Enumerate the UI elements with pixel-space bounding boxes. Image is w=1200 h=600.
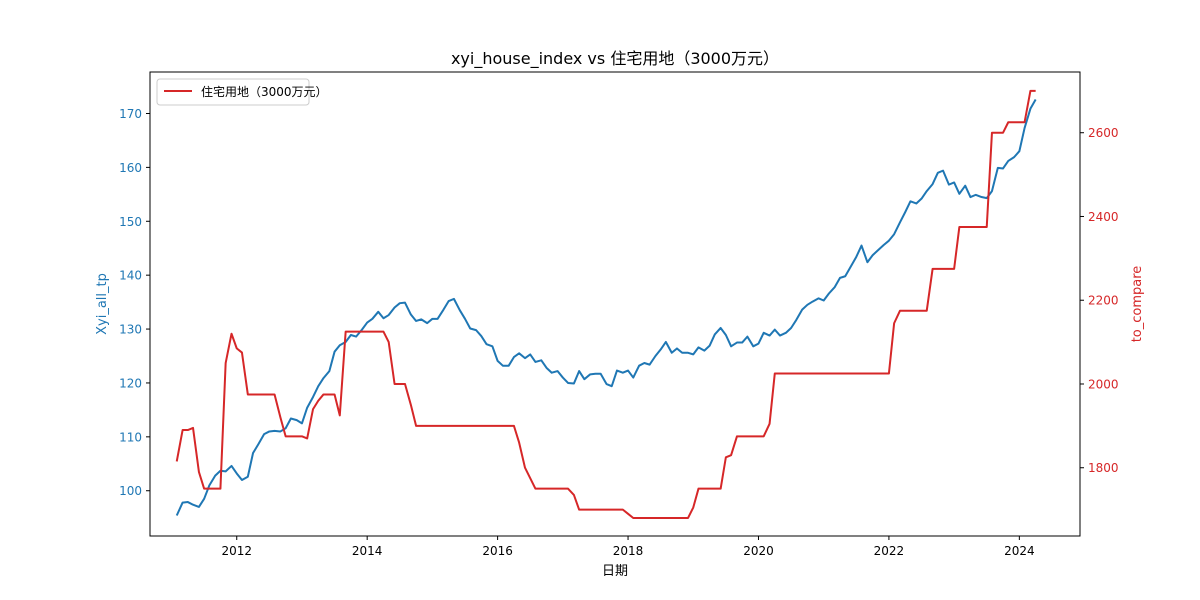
x-tick-label: 2014 [352,544,383,558]
y-axis-right-label: to_compare [1130,266,1145,343]
y-right-tick-label: 1800 [1088,461,1119,475]
plot-frame [149,71,1081,537]
x-tick-label: 2020 [743,544,774,558]
y-left-tick-label: 140 [119,269,142,283]
y-axis-left-label: Xyi_all_tp [95,273,110,335]
y-left-tick-label: 160 [119,161,142,175]
x-tick-label: 2016 [482,544,513,558]
x-tick-label: 2024 [1004,544,1035,558]
y-axis-left: 100 110 120 130 140 150 160 170 [119,107,150,498]
y-left-tick-label: 170 [119,107,142,121]
y-left-tick-label: 130 [119,323,142,337]
series-layer [175,89,1037,519]
y-right-tick-label: 2400 [1088,210,1119,224]
y-right-tick-label: 2000 [1088,377,1119,391]
y-left-tick-label: 110 [119,430,142,444]
legend: 住宅用地（3000万元） [156,78,328,106]
y-left-tick-label: 100 [119,484,142,498]
x-tick-label: 2012 [221,544,252,558]
series-line-house-index [175,98,1037,516]
legend-label-land: 住宅用地（3000万元） [201,84,328,99]
y-left-tick-label: 150 [119,215,142,229]
x-axis-label: 日期 [602,564,628,579]
series-line-land [175,89,1036,519]
y-left-tick-label: 120 [119,376,142,390]
y-right-tick-label: 2200 [1088,294,1119,308]
plot-area [149,71,1081,537]
y-axis-right: 1800 2000 2200 2400 2600 [1080,126,1119,475]
x-axis: 2012 2014 2016 2018 2020 2022 2024 [221,536,1035,558]
legend-frame [156,78,310,106]
x-tick-label: 2018 [613,544,644,558]
chart-title: xyi_house_index vs 住宅用地（3000万元） [451,49,779,69]
y-right-tick-label: 2600 [1088,126,1119,140]
x-tick-label: 2022 [874,544,905,558]
